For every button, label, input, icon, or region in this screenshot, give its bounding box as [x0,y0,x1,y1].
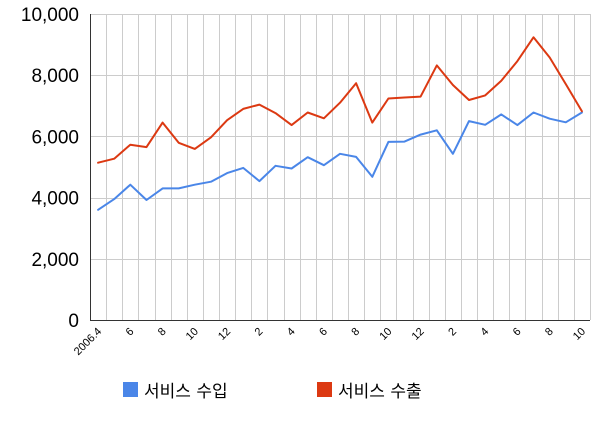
x-tick-label: 6 [124,326,137,339]
series-line-1 [97,36,583,164]
x-tick-label: 8 [349,326,362,339]
legend-swatch-series-0 [123,382,138,397]
x-tick-label: 8 [543,326,556,339]
x-tick-label: 10 [571,326,588,343]
x-tick-label: 8 [156,326,169,339]
x-tick-label: 10 [377,326,394,343]
y-tick-label: 2,000 [31,250,79,271]
legend: 서비스 수입 서비스 수출 [0,377,606,407]
x-tick-label: 6 [511,326,524,339]
y-tick-label: 4,000 [31,189,79,210]
legend-swatch-series-1 [317,382,332,397]
legend-item-series-0[interactable]: 서비스 수입 [123,377,228,402]
legend-item-series-1[interactable]: 서비스 수출 [317,377,422,402]
x-tick-label: 2 [253,326,266,339]
y-tick-label: 6,000 [31,127,79,148]
legend-label-series-1: 서비스 수출 [338,382,422,402]
x-tick-label: 6 [317,326,330,339]
y-tick-label: 8,000 [31,66,79,87]
x-tick-label: 10 [184,326,201,343]
x-tick-label: 4 [478,326,491,339]
x-tick-label: 4 [285,326,298,339]
x-tick-label: 2 [446,326,459,339]
gridlines [90,14,591,321]
series-line-0 [97,111,583,211]
x-tick-label: 12 [216,326,233,343]
y-tick-label: 10,000 [21,5,79,26]
series-lines [97,36,583,211]
legend-label-series-0: 서비스 수입 [144,382,228,402]
y-tick-label: 0 [68,311,79,332]
y-axis-tick-labels: 0 2,000 4,000 6,000 8,000 10,000 [21,5,79,332]
x-axis-tick-labels: 2006.4 6 8 10 12 2 4 6 8 10 12 2 4 6 8 10 [72,326,588,358]
x-tick-label: 12 [410,326,427,343]
